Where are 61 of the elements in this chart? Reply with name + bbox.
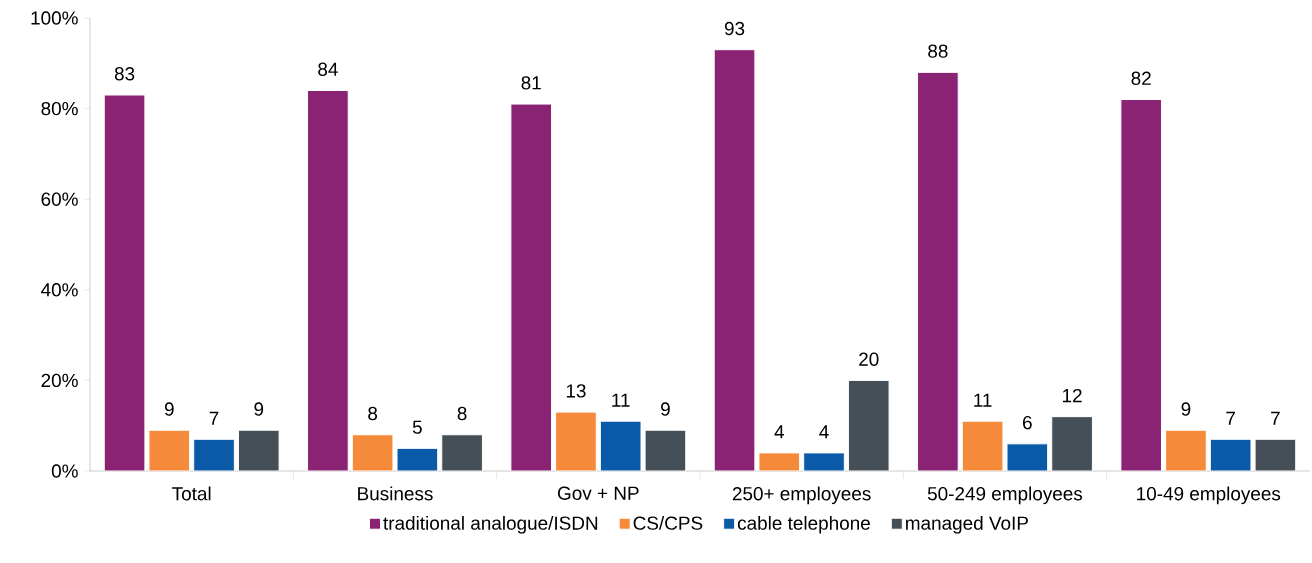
bar <box>148 429 191 471</box>
data-label: 20 <box>859 352 879 366</box>
x-tick-label: 50-249 employees <box>927 486 1083 505</box>
bar <box>713 49 756 471</box>
x-tick-label: Total <box>172 486 211 501</box>
y-tick-label: 60% <box>41 192 78 206</box>
data-label: 7 <box>209 411 219 425</box>
data-label: 7 <box>1271 411 1280 425</box>
x-tick-label: Business <box>358 486 433 501</box>
data-label: 6 <box>1023 415 1032 430</box>
bar <box>1006 443 1049 471</box>
data-label: 81 <box>521 76 541 90</box>
legend-label: CS/CPS <box>633 515 703 530</box>
data-label: 9 <box>164 402 174 416</box>
data-label: 8 <box>457 406 467 421</box>
y-tick-label: 80% <box>41 101 78 116</box>
y-tick-label: 100% <box>31 11 78 25</box>
bar <box>510 103 553 471</box>
legend-label: traditional analogue/ISDN <box>383 515 598 534</box>
data-label: 9 <box>254 402 264 416</box>
data-label: 88 <box>928 44 948 58</box>
data-label: 4 <box>774 425 784 439</box>
data-label: 11 <box>974 393 992 407</box>
bar <box>103 94 146 471</box>
y-tick-label: 0% <box>51 464 78 478</box>
y-tick-label: 20% <box>41 373 78 388</box>
bar <box>1051 416 1093 471</box>
data-label: 93 <box>724 21 745 36</box>
bar <box>917 71 959 471</box>
data-label: 4 <box>819 425 829 439</box>
data-label: 84 <box>318 62 338 76</box>
bar <box>441 434 483 471</box>
data-label: 12 <box>1062 388 1082 403</box>
bar <box>237 429 280 471</box>
legend-label: cable telephone <box>737 515 870 534</box>
bar <box>193 438 235 471</box>
data-label: 83 <box>114 67 135 81</box>
bar <box>599 420 642 471</box>
x-tick-label: 250+ employees <box>732 486 871 505</box>
data-label: 7 <box>1226 411 1235 425</box>
legend-label: managed VoIP <box>906 515 1028 534</box>
data-label: 82 <box>1131 71 1151 86</box>
bar <box>644 429 687 471</box>
x-tick-label: 10-49 employees <box>1137 486 1281 505</box>
data-label: 11 <box>612 393 630 407</box>
data-label: 5 <box>412 420 422 434</box>
bar <box>307 89 349 471</box>
data-label: 9 <box>661 402 670 416</box>
bar <box>1165 429 1207 471</box>
data-label: 9 <box>1181 402 1191 416</box>
data-label: 13 <box>566 384 586 398</box>
y-tick-label: 40% <box>41 283 78 297</box>
bar <box>961 420 1004 471</box>
bar <box>1209 438 1252 471</box>
bar <box>351 434 394 471</box>
bar <box>1254 438 1297 471</box>
data-label: 8 <box>368 406 378 421</box>
x-tick-label: Gov + NP <box>557 486 639 500</box>
bar <box>555 411 597 471</box>
bar <box>1120 99 1163 471</box>
bar <box>847 379 890 471</box>
